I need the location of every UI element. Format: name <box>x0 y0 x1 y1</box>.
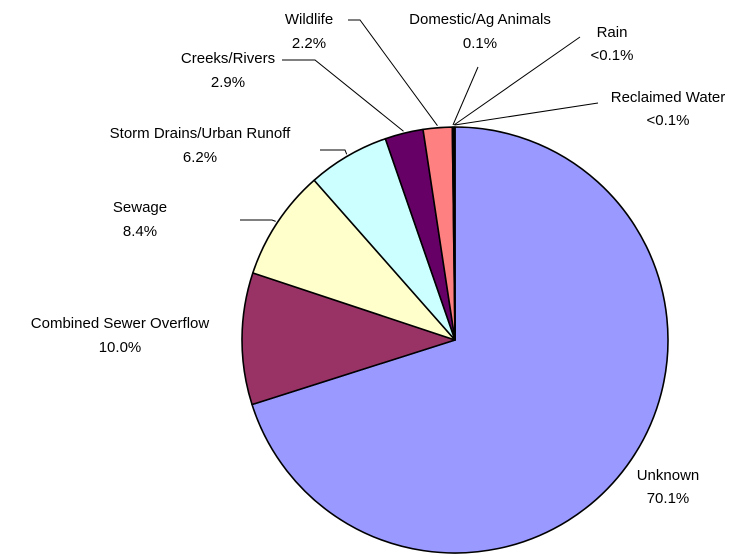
slice-name-combined-sewer-overflow: Combined Sewer Overflow <box>31 315 210 332</box>
leader-line-creeks-rivers <box>282 59 404 132</box>
slice-value-domestic-ag-animals: 0.1% <box>463 35 497 52</box>
leader-line-reclaimed-water <box>454 102 599 126</box>
pie-slice-reclaimed-water <box>453 126 456 341</box>
slice-value-reclaimed-water: <0.1% <box>647 112 690 129</box>
leader-line-wildlife <box>348 19 438 127</box>
leader-lines <box>240 19 599 222</box>
pie-slice-unknown <box>251 126 669 554</box>
slice-name-creeks-rivers: Creeks/Rivers <box>181 50 275 67</box>
pie-slices <box>241 126 669 554</box>
slice-name-storm-drains-urban-runoff: Storm Drains/Urban Runoff <box>110 125 291 142</box>
slice-name-unknown: Unknown <box>637 467 700 484</box>
leader-line-storm-drains-urban-runoff <box>320 149 348 155</box>
slice-name-sewage: Sewage <box>113 199 167 216</box>
slice-labels: Unknown 70.1% Combined Sewer Overflow 10.0%… <box>31 11 725 507</box>
pie-slice-combined-sewer-overflow <box>241 272 456 406</box>
slice-name-rain: Rain <box>597 24 628 41</box>
leader-line-sewage <box>240 219 276 222</box>
leader-line-rain <box>453 36 581 126</box>
pie-slice-sewage <box>252 179 456 341</box>
slice-name-reclaimed-water: Reclaimed Water <box>611 89 725 106</box>
slice-value-unknown: 70.1% <box>647 490 690 507</box>
slice-value-rain: <0.1% <box>591 47 634 64</box>
slice-name-domestic-ag-animals: Domestic/Ag Animals <box>409 11 551 28</box>
slice-value-wildlife: 2.2% <box>292 35 326 52</box>
slice-value-creeks-rivers: 2.9% <box>211 74 245 91</box>
slice-name-wildlife: Wildlife <box>285 11 333 28</box>
slice-value-storm-drains-urban-runoff: 6.2% <box>183 149 217 166</box>
slice-value-combined-sewer-overflow: 10.0% <box>99 339 142 356</box>
leader-line-domestic-ag-animals <box>452 66 479 126</box>
slice-value-sewage: 8.4% <box>123 223 157 240</box>
